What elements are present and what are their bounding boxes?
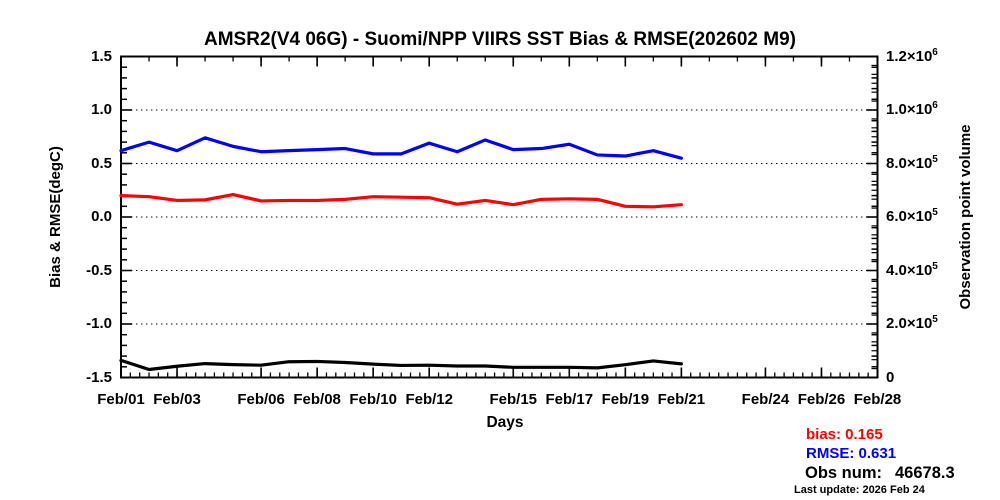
x-tick-label: Feb/03 — [153, 391, 201, 408]
x-tick-label: Feb/19 — [601, 391, 650, 408]
x-tick-label: Feb/21 — [657, 391, 706, 408]
right-tick-label: 4.0×105 — [886, 260, 938, 279]
obs-num-value: 46678.3 — [895, 464, 955, 482]
x-tick-label: Feb/24 — [741, 391, 790, 408]
chart-title: AMSR2(V4 06G) - Suomi/NPP VIIRS SST Bias… — [204, 29, 796, 50]
x-tick-label: Feb/26 — [797, 391, 846, 408]
left-tick-label: 1.5 — [91, 47, 112, 65]
left-tick-label: 1.0 — [91, 101, 112, 118]
right-tick-label: 8.0×105 — [886, 153, 938, 172]
x-tick-label: Feb/08 — [293, 391, 341, 408]
left-tick-label: -1.0 — [86, 315, 112, 332]
plot-border — [120, 55, 879, 379]
bias-stat: bias: 0.165 — [806, 426, 883, 443]
last-update-stat: Last update: 2026 Feb 24 — [794, 484, 925, 496]
rmse-stat: RMSE: 0.631 — [806, 445, 897, 462]
obs-num-label: Obs num: — [805, 464, 882, 482]
left-tick-label: 0.5 — [91, 154, 112, 172]
left-tick-label: 0.0 — [91, 208, 112, 225]
x-tick-label: Feb/28 — [853, 391, 902, 408]
right-tick-label: 2.0×105 — [886, 314, 938, 333]
right-tick-label: 1.2×106 — [886, 46, 938, 65]
obs-num-stat: Obs num: 46678.3 — [805, 464, 955, 484]
x-tick-label: Feb/17 — [545, 391, 594, 408]
x-tick-label: Feb/12 — [405, 391, 453, 408]
x-tick-label: Feb/10 — [349, 391, 397, 408]
rmse-line — [119, 136, 683, 160]
x-tick-label: Feb/01 — [97, 391, 145, 408]
left-tick-label: -1.5 — [86, 368, 112, 386]
observation_volume-line — [119, 358, 683, 372]
right-tick-label: 1.0×106 — [886, 100, 938, 119]
x-axis-title: Days — [486, 414, 524, 431]
x-tick-label: Feb/06 — [237, 391, 285, 408]
left-tick-label: -0.5 — [86, 261, 112, 279]
bias-line — [119, 192, 683, 209]
x-tick-label: Feb/15 — [489, 391, 538, 408]
right-tick-label: 0 — [886, 368, 895, 386]
right-tick-label: 6.0×105 — [886, 207, 938, 226]
